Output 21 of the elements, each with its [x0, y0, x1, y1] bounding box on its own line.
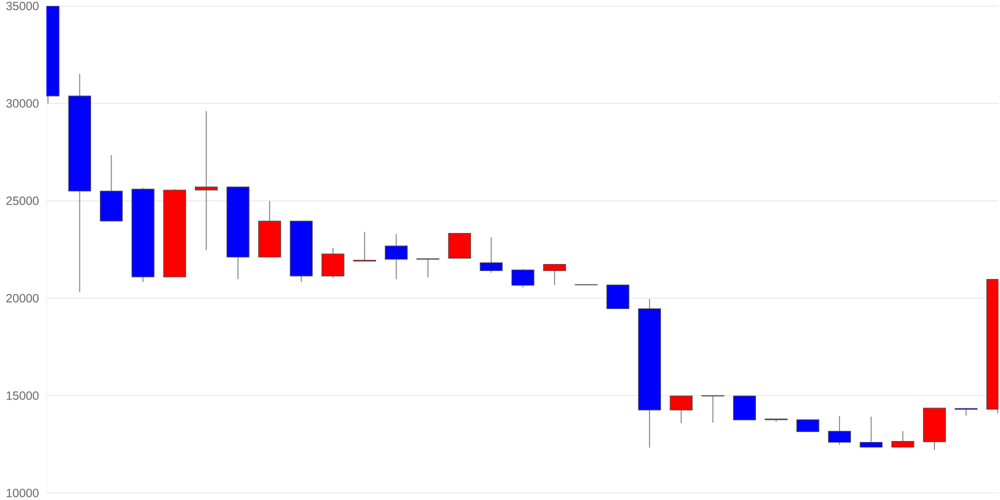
y-tick-label: 10000 — [6, 488, 39, 498]
candlestick — [511, 268, 534, 288]
y-tick-label: 30000 — [6, 99, 39, 108]
candlestick — [860, 416, 883, 448]
candlestick — [322, 247, 344, 278]
y-tick-label: 25000 — [6, 196, 39, 206]
candlestick — [353, 231, 376, 262]
candlestick — [891, 430, 914, 448]
candlestick — [480, 236, 503, 274]
y-tick-label: 35000 — [6, 2, 39, 10]
candlestick — [194, 110, 218, 251]
candlestick — [828, 416, 851, 446]
candlestick — [606, 284, 630, 310]
y-tick-label: 15000 — [6, 391, 39, 400]
candlestick — [384, 234, 408, 280]
candlestick — [796, 418, 820, 432]
candlestick — [701, 395, 724, 424]
candlestick — [670, 395, 693, 424]
y-tick-label: 20000 — [6, 294, 39, 302]
candlestick — [543, 264, 566, 286]
candlestick — [733, 396, 756, 420]
